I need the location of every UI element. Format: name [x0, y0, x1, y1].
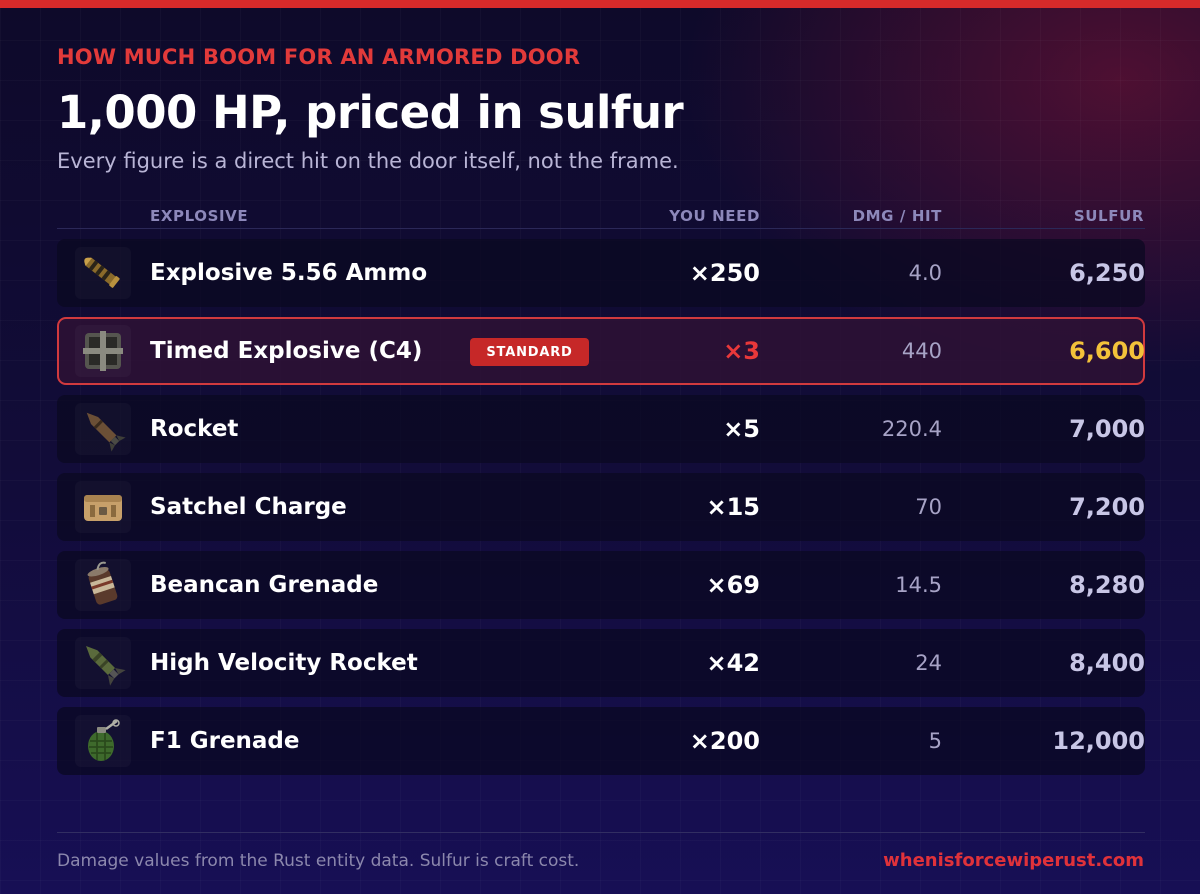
- quantity-needed: ×3: [723, 337, 760, 365]
- table-row-highlighted: Timed Explosive (C4) STANDARD ×3 440 6,6…: [57, 317, 1145, 385]
- column-header-sulfur: SULFUR: [1073, 207, 1144, 225]
- f1-grenade-icon: [75, 715, 131, 767]
- sulfur-cost: 7,000: [1069, 415, 1145, 443]
- table-row: Explosive 5.56 Ammo ×250 4.0 6,250: [57, 239, 1145, 307]
- column-header-you-need: YOU NEED: [669, 207, 760, 225]
- damage-per-hit: 14.5: [895, 573, 942, 597]
- rocket-icon: [75, 403, 131, 455]
- sulfur-cost: 8,400: [1069, 649, 1145, 677]
- table-row: F1 Grenade ×200 5 12,000: [57, 707, 1145, 775]
- damage-per-hit: 440: [901, 339, 942, 363]
- damage-per-hit: 220.4: [881, 417, 942, 441]
- explosive-name: Timed Explosive (C4): [150, 338, 423, 364]
- sulfur-cost: 6,250: [1069, 259, 1145, 287]
- standard-badge: STANDARD: [470, 338, 589, 366]
- eyebrow-label: HOW MUCH BOOM FOR AN ARMORED DOOR: [57, 45, 581, 69]
- sulfur-cost: 8,280: [1069, 571, 1145, 599]
- page-title: 1,000 HP, priced in sulfur: [57, 86, 684, 139]
- explosives-table: Explosive 5.56 Ammo ×250 4.0 6,250 Timed…: [57, 239, 1145, 785]
- explosive-name: Rocket: [150, 416, 239, 442]
- source-link[interactable]: whenisforcewiperust.com: [883, 850, 1144, 871]
- column-header-explosive: EXPLOSIVE: [150, 207, 249, 225]
- table-row: Satchel Charge ×15 70 7,200: [57, 473, 1145, 541]
- damage-per-hit: 5: [928, 729, 942, 753]
- footer-divider: [57, 832, 1145, 833]
- footer-note: Damage values from the Rust entity data.…: [57, 851, 580, 871]
- sulfur-cost: 12,000: [1052, 727, 1145, 755]
- damage-per-hit: 4.0: [908, 261, 942, 285]
- ammo-icon: [75, 247, 131, 299]
- top-accent-bar: [0, 0, 1200, 8]
- quantity-needed: ×5: [723, 415, 760, 443]
- explosive-name: Satchel Charge: [150, 494, 347, 520]
- explosive-name: High Velocity Rocket: [150, 650, 418, 676]
- table-row: Beancan Grenade ×69 14.5 8,280: [57, 551, 1145, 619]
- quantity-needed: ×15: [706, 493, 760, 521]
- quantity-needed: ×42: [706, 649, 760, 677]
- hv-rocket-icon: [75, 637, 131, 689]
- header-divider: [57, 228, 1145, 229]
- table-row: Rocket ×5 220.4 7,000: [57, 395, 1145, 463]
- explosive-name: Beancan Grenade: [150, 572, 379, 598]
- table-row: High Velocity Rocket ×42 24 8,400: [57, 629, 1145, 697]
- damage-per-hit: 24: [915, 651, 942, 675]
- satchel-icon: [75, 481, 131, 533]
- quantity-needed: ×200: [689, 727, 760, 755]
- explosive-name: F1 Grenade: [150, 728, 300, 754]
- beancan-icon: [75, 559, 131, 611]
- sulfur-cost: 7,200: [1069, 493, 1145, 521]
- quantity-needed: ×69: [706, 571, 760, 599]
- c4-icon: [75, 325, 131, 377]
- sulfur-cost: 6,600: [1069, 337, 1145, 365]
- explosive-name: Explosive 5.56 Ammo: [150, 260, 428, 286]
- quantity-needed: ×250: [689, 259, 760, 287]
- column-header-dmg-per-hit: DMG / HIT: [852, 207, 942, 225]
- page-subtitle: Every figure is a direct hit on the door…: [57, 149, 679, 173]
- damage-per-hit: 70: [915, 495, 942, 519]
